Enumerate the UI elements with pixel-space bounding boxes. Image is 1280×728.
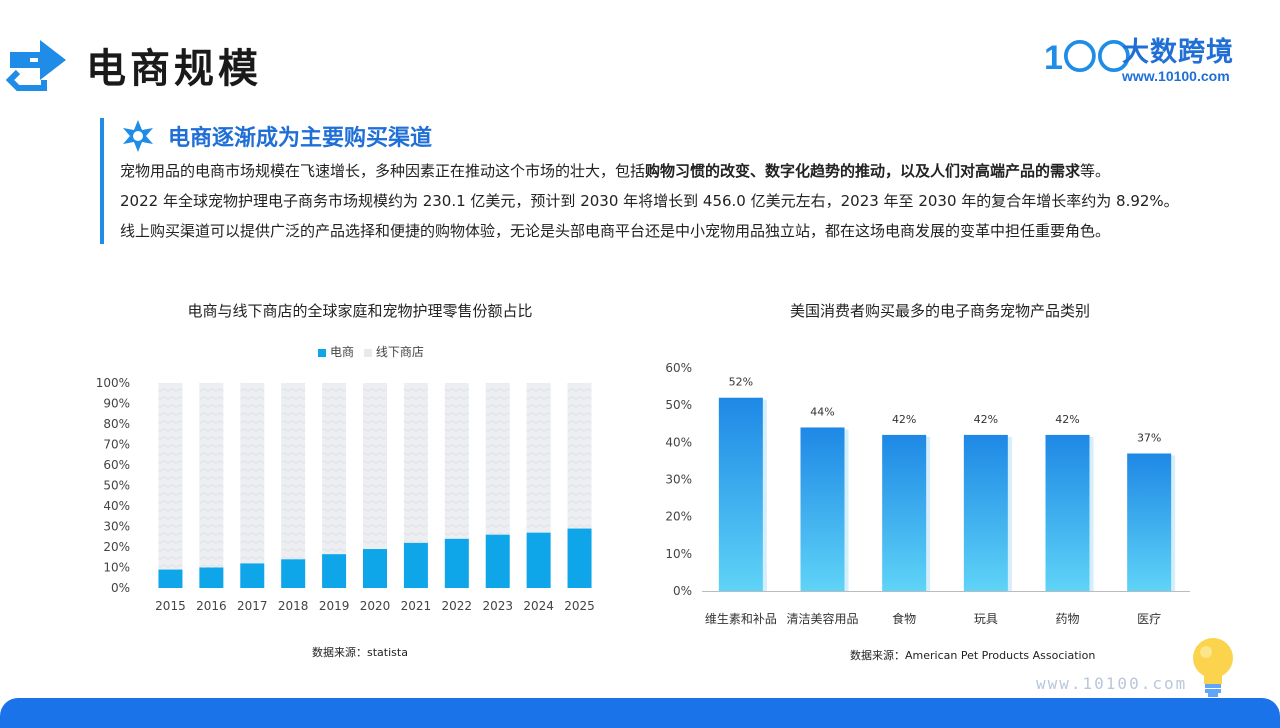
y-tick-label: 30% (103, 520, 130, 534)
footer-url[interactable]: www.10100.com (1036, 674, 1188, 693)
section-accent-bar (100, 118, 104, 244)
paragraph-line-1: 宠物用品的电商市场规模在飞速增长，多种因素正在推动这个市场的壮大，包括购物习惯的… (120, 162, 1111, 180)
right-chart-title: 美国消费者购买最多的电子商务宠物产品类别 (789, 302, 1090, 320)
bar (882, 434, 927, 591)
bar-ecom (444, 538, 469, 588)
x-tick-label: 清洁美容用品 (786, 611, 858, 626)
y-tick-label: 40% (103, 499, 130, 513)
x-tick-label: 玩具 (974, 612, 998, 626)
data-label: 37% (1137, 431, 1161, 444)
data-label: 42% (974, 413, 998, 426)
right-bar-chart: 0% 10% 20% 30% 40% 50% 60% 52% 维生素和补品 44% 清洁美容用品 42… (665, 361, 1190, 626)
bar-offline (567, 383, 592, 529)
y-tick-label: 100% (96, 376, 130, 390)
bar-offline (240, 383, 265, 564)
data-label: 44% (810, 405, 834, 418)
bar-offline (281, 383, 306, 560)
bar (1127, 453, 1172, 591)
paragraph-line-3: 线上购买渠道可以提供广泛的产品选择和便捷的购物体验，无论是头部电商平台还是中小宠… (120, 222, 1111, 240)
x-tick-label: 2024 (523, 599, 554, 613)
left-chart-source: 数据来源：statista (312, 646, 408, 659)
y-tick-label: 60% (665, 361, 692, 375)
bar-offline (199, 383, 224, 568)
data-label: 42% (892, 413, 916, 426)
bar-ecom (363, 549, 387, 588)
y-tick-label: 10% (665, 547, 692, 561)
footer-bar (0, 698, 1280, 728)
x-tick-label: 药物 (1055, 612, 1079, 626)
brand-block[interactable]: 1〇〇 大数跨境 www.10100.com (1040, 30, 1260, 90)
bar-ecom (322, 554, 347, 588)
bar-offline (363, 383, 387, 550)
brand-url[interactable]: www.10100.com (1122, 68, 1230, 84)
bar-ecom (403, 542, 428, 588)
y-tick-label: 0% (111, 581, 130, 595)
y-tick-label: 50% (665, 398, 692, 412)
bar-offline (444, 383, 469, 539)
x-tick-label: 2019 (319, 599, 350, 613)
brand-logo-icon: 1〇〇 (1044, 39, 1131, 77)
lightbulb-icon (1193, 638, 1233, 697)
y-tick-label: 90% (103, 397, 130, 411)
bar (800, 427, 845, 591)
data-label: 52% (729, 376, 753, 389)
left-chart-title: 电商与线下商店的全球家庭和宠物护理零售份额占比 (187, 302, 533, 320)
y-tick-label: 50% (103, 479, 130, 493)
bar (718, 397, 763, 591)
bar-ecom (199, 567, 224, 588)
right-chart-source: 数据来源：American Pet Products Association (850, 649, 1096, 662)
bar-offline (322, 383, 347, 555)
star-icon (123, 120, 153, 152)
bar (963, 434, 1008, 591)
y-tick-label: 70% (103, 438, 130, 452)
y-tick-label: 60% (103, 458, 130, 472)
y-tick-label: 0% (673, 584, 692, 598)
paragraph-line-2: 2022 年全球宠物护理电子商务市场规模约为 230.1 亿美元，预计到 203… (120, 192, 1179, 210)
legend-item-offline: 线下商店 (363, 345, 424, 359)
section-title: 电商逐渐成为主要购买渠道 (168, 126, 433, 151)
page-title: 电商规模 (86, 46, 262, 92)
x-tick-label: 2022 (442, 599, 473, 613)
bar-offline (485, 383, 510, 535)
arrow-logo-icon (5, 40, 66, 91)
x-tick-label: 食物 (892, 611, 916, 626)
bar-ecom (567, 528, 592, 588)
y-tick-label: 20% (665, 510, 692, 524)
bar-offline (403, 383, 428, 543)
left-stacked-bar-chart: 0% 10% 20% 30% 40% 50% 60% 70% 80% 90% 100% 2015 201… (96, 376, 595, 613)
bar (1045, 434, 1090, 591)
bar-offline (158, 383, 183, 570)
bar-ecom (485, 534, 510, 588)
x-tick-label: 2015 (155, 599, 186, 613)
x-tick-label: 2023 (482, 599, 513, 613)
legend-item-ecom: 电商 (318, 345, 354, 359)
y-tick-label: 30% (665, 473, 692, 487)
y-tick-label: 10% (103, 561, 130, 575)
x-tick-label: 2017 (237, 599, 268, 613)
x-tick-label: 医疗 (1137, 612, 1161, 626)
y-tick-label: 80% (103, 417, 130, 431)
y-tick-label: 40% (665, 435, 692, 449)
bar-ecom (281, 559, 306, 588)
bar-offline (526, 383, 551, 533)
bar-ecom (158, 569, 183, 588)
bar-ecom (526, 532, 551, 588)
y-tick-label: 20% (103, 540, 130, 554)
data-label: 42% (1055, 413, 1079, 426)
x-tick-label: 2020 (360, 599, 391, 613)
x-tick-label: 2021 (401, 599, 432, 613)
x-tick-label: 维生素和补品 (705, 612, 777, 626)
left-chart-legend: 电商 线下商店 (318, 343, 424, 360)
x-tick-label: 2016 (196, 599, 227, 613)
x-tick-label: 2025 (564, 599, 595, 613)
x-tick-label: 2018 (278, 599, 309, 613)
brand-name: 大数跨境 (1122, 37, 1234, 68)
bar-ecom (240, 563, 265, 588)
